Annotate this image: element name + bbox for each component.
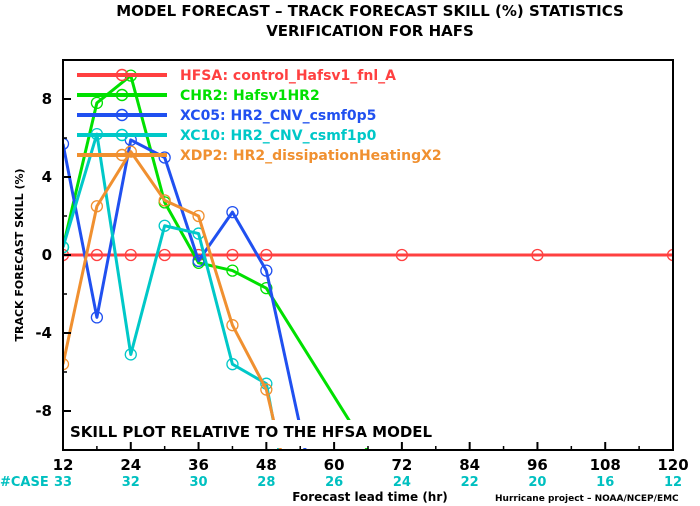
plot-area: HFSA: control_Hafsv1_fnl_A CHR2: Hafsv1HR… [62, 59, 674, 451]
x-tick-label: 60 [324, 456, 345, 474]
legend-label: HFSA: control_Hafsv1_fnl_A [180, 68, 396, 84]
x-tick-label: 24 [120, 456, 141, 474]
y-axis-label: TRACK FORECAST SKILL (%) [13, 168, 26, 341]
legend-label: XDP2: HR2_dissipationHeatingX2 [180, 148, 442, 164]
data-point [260, 383, 273, 396]
y-tick-label: -8 [35, 402, 52, 420]
data-point [90, 248, 104, 262]
legend-entry: HFSA: control_Hafsv1_fnl_A [77, 68, 396, 84]
legend-marker [115, 88, 129, 102]
y-tick-label: 8 [42, 90, 52, 108]
x-tick-label: 48 [256, 456, 277, 474]
data-point [158, 194, 171, 207]
case-count: 16 [596, 475, 614, 490]
case-count: 33 [54, 475, 72, 490]
series-line [63, 74, 370, 450]
chart-title: MODEL FORECAST – TRACK FORECAST SKILL (%… [116, 2, 624, 20]
legend-entry: XC10: HR2_CNV_csmf1p0 [77, 128, 377, 144]
data-point [260, 281, 273, 295]
data-point [124, 248, 137, 262]
case-count: 32 [122, 475, 140, 490]
x-tick-label: 84 [459, 456, 480, 474]
data-point [90, 311, 104, 324]
case-count-label: #CASE [0, 475, 49, 490]
series-0 [63, 248, 673, 262]
data-point [158, 151, 171, 164]
legend-marker [115, 128, 129, 142]
data-point [226, 248, 239, 262]
legend-marker [115, 68, 129, 82]
series-line [63, 150, 283, 450]
y-tick-label: -4 [35, 324, 52, 342]
data-point [226, 264, 239, 277]
legend-label: XC05: HR2_CNV_csmf0p5 [180, 108, 376, 124]
data-point [260, 264, 273, 277]
legend-marker [115, 148, 129, 162]
data-point [63, 241, 70, 254]
legend: HFSA: control_Hafsv1_fnl_A CHR2: Hafsv1HR… [77, 68, 442, 164]
x-tick-label: 12 [53, 456, 74, 474]
case-count: 12 [664, 475, 682, 490]
data-point [226, 358, 239, 371]
series-layer [63, 69, 673, 450]
data-point [63, 358, 70, 371]
case-count: 30 [190, 475, 208, 490]
legend-entry: CHR2: Hafsv1HR2 [77, 88, 320, 104]
x-tick-label: 96 [527, 456, 548, 474]
case-count: 22 [461, 475, 479, 490]
series-4 [63, 145, 283, 450]
legend-entry: XDP2: HR2_dissipationHeatingX2 [77, 148, 442, 164]
legend-marker [115, 108, 129, 122]
y-tick-label: 0 [42, 246, 52, 264]
data-point [260, 248, 273, 262]
case-count: 24 [393, 475, 411, 490]
data-point [124, 145, 137, 158]
legend-label: XC10: HR2_CNV_csmf1p0 [180, 128, 377, 144]
case-count: 26 [325, 475, 343, 490]
data-point [158, 219, 171, 232]
chart-subtitle: VERIFICATION FOR HAFS [266, 22, 474, 40]
legend-entry: XC05: HR2_CNV_csmf0p5 [77, 108, 376, 124]
x-tick-label: 120 [657, 456, 688, 474]
x-axis-label: Forecast lead time (hr) [292, 490, 448, 504]
data-point [395, 248, 409, 262]
data-point [63, 137, 70, 150]
legend-label: CHR2: Hafsv1HR2 [180, 88, 320, 104]
x-tick-label: 36 [188, 456, 209, 474]
data-point [666, 248, 673, 262]
data-point [226, 319, 239, 332]
skill-annotation: SKILL PLOT RELATIVE TO THE HFSA MODEL [70, 423, 433, 441]
x-tick-label: 108 [590, 456, 621, 474]
data-point [192, 254, 205, 268]
case-count: 20 [528, 475, 546, 490]
x-tick-label: 72 [391, 456, 412, 474]
data-point [90, 96, 104, 110]
data-point [226, 205, 239, 219]
annotation-box [64, 420, 484, 448]
data-point [158, 248, 171, 262]
case-count: 28 [257, 475, 275, 490]
data-point [124, 348, 137, 361]
data-point [531, 248, 544, 262]
data-point [192, 209, 205, 223]
credit-text: Hurricane project – NOAA/NCEP/EMC [495, 494, 679, 504]
data-point [90, 200, 104, 213]
y-tick-label: 4 [42, 168, 52, 186]
